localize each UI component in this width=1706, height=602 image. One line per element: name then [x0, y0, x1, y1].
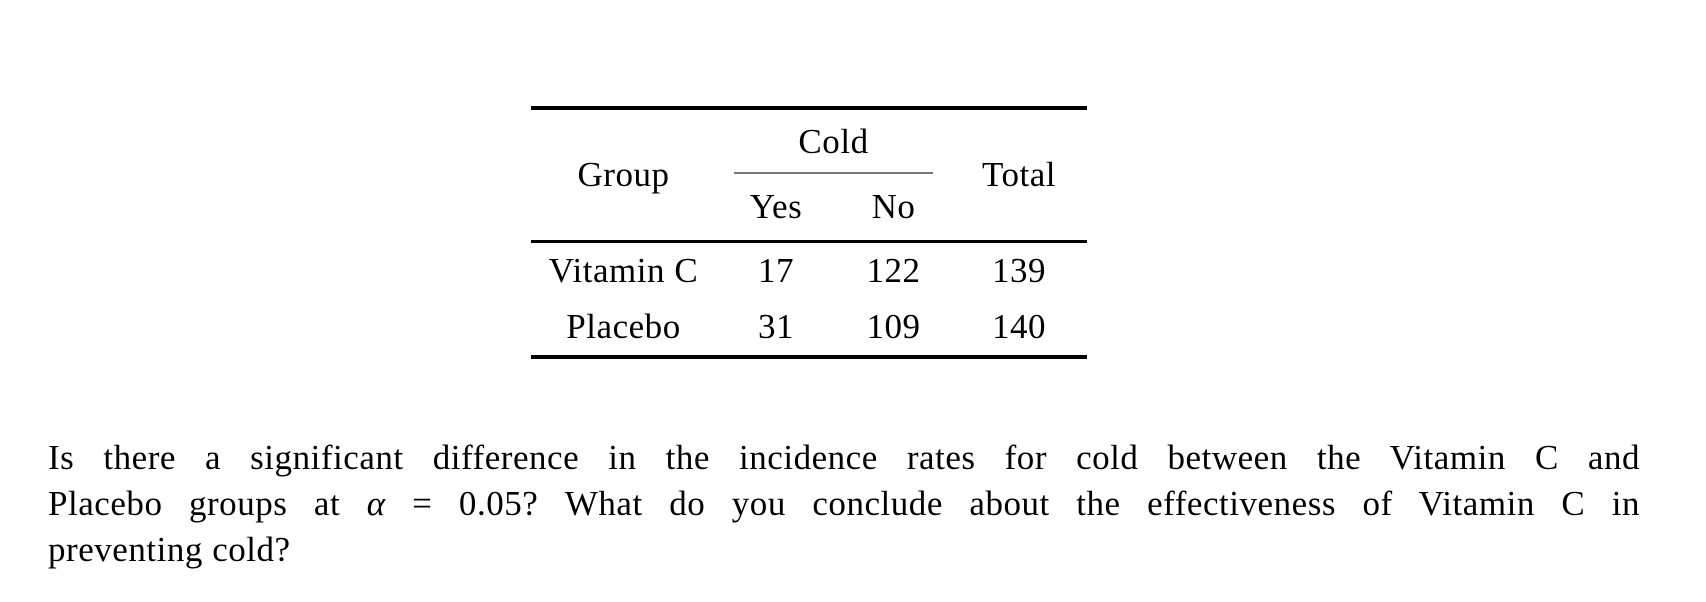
question-line-2-post: = 0.05? What do you conclude about the e… [385, 484, 1641, 523]
cell-no: 109 [836, 299, 952, 359]
question-line-3: preventing cold? [48, 530, 291, 569]
cold-incidence-table: Group Cold Total Yes No Vitamin C 17 122… [531, 106, 1088, 359]
col-header-group: Group [531, 108, 716, 243]
cell-group: Vitamin C [548, 250, 699, 290]
col-header-total: Total [951, 108, 1088, 243]
alpha-symbol: α [366, 484, 386, 523]
table-header-row-1: Group Cold Total [531, 108, 1088, 243]
question-line-2-pre: Placebo groups at [48, 484, 367, 523]
cell-group: Placebo [531, 299, 716, 359]
question-line-1: Is there a significant difference in the… [48, 438, 1640, 477]
question-paragraph: Is there a significant difference in the… [48, 435, 1640, 573]
table-header-row-2: Yes No [531, 174, 1087, 243]
cell-total: 139 [991, 250, 1047, 290]
col-subheader-yes: Yes [716, 174, 836, 243]
cell-no: 122 [866, 250, 921, 290]
table-row-placebo: Placebo 31 109 140 [531, 299, 1088, 359]
table-row-vitamin-c: Vitamin C 17 122 139 [531, 241, 1087, 299]
cell-yes: 31 [716, 299, 836, 359]
cell-total: 140 [951, 299, 1088, 359]
question-line-2: Placebo groups at α = 0.05? What do you … [48, 481, 1640, 527]
contingency-table: Group Cold Total Yes No Vitamin C 17 122… [531, 106, 1088, 359]
col-subheader-no: No [836, 174, 952, 243]
cell-yes: 17 [757, 250, 795, 290]
col-header-cold: Cold [716, 108, 951, 174]
cold-header-label: Cold [798, 122, 869, 161]
